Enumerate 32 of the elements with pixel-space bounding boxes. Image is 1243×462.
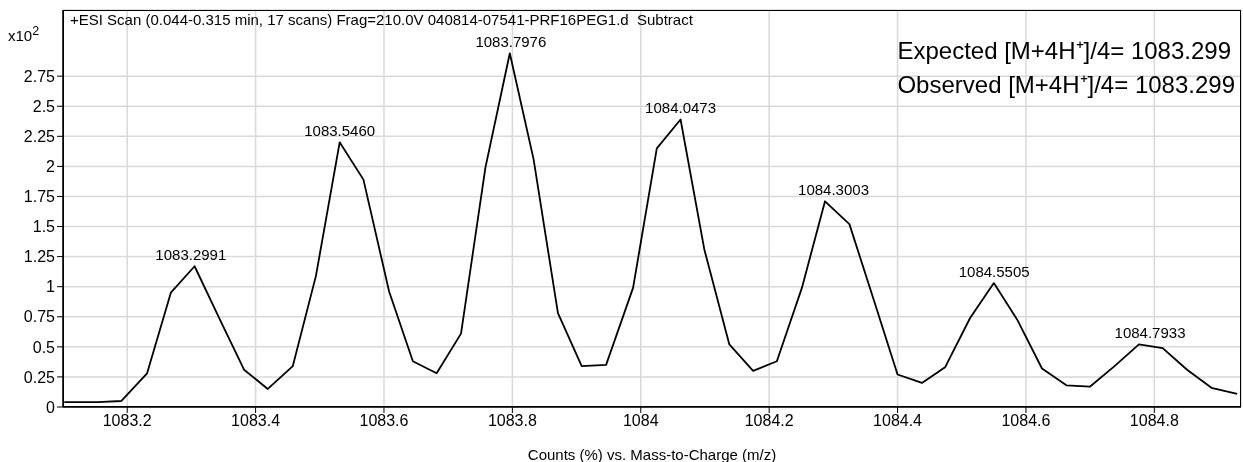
y-tick-label: 2.25 [23,128,56,145]
x-tick-label: 1083.8 [487,412,537,430]
x-tick-label: 1083.4 [231,412,281,430]
y-tick-label: 1 [46,278,56,296]
annotation: 1083.2991 [155,246,227,264]
annotation: Observed [M+4H⁺]/4= 1083.299 [897,70,1235,100]
y-tick-label: 1.75 [23,188,56,206]
y-tick-label: 2.75 [23,67,56,85]
y-tick-label: 0.25 [23,368,56,386]
annotation: 1084.3003 [798,181,869,199]
y-tick-label: 0.5 [32,338,56,356]
x-tick-label: 1084.8 [1129,412,1179,430]
x-tick-label: 1083.2 [102,412,152,430]
y-axis-title: x10$^{2}$ [8,24,40,44]
y-tick-label: 0 [46,398,56,416]
y-tick-label: 0.75 [23,308,56,326]
y-tick-label: 1.25 [23,248,56,266]
y-tick-label: 1.5 [32,218,56,236]
x-tick-label: 1084.2 [744,412,794,430]
y-tick-label: 2 [46,158,56,176]
x-tick-label: 1084.6 [1001,412,1051,430]
annotation: 1083.7976 [475,33,547,51]
y-tick-label: 2.5 [32,97,56,115]
x-tick-label: 1083.6 [359,412,409,430]
x-tick-label: 1084.4 [873,412,923,430]
x-tick-label: 1084 [622,412,659,430]
annotation: Expected [M+4H⁺]/4= 1083.299 [897,36,1232,66]
annotation: 1083.5460 [304,122,376,140]
annotation: 1084.0473 [645,99,717,117]
annotation: 1084.7933 [1114,324,1186,342]
annotation: 1084.5505 [958,263,1030,281]
chart-title: +ESI Scan (0.044-0.315 min, 17 scans) Frag=210.0V 040814-07541-PRF16PEG1.d Subtract [70,11,693,28]
